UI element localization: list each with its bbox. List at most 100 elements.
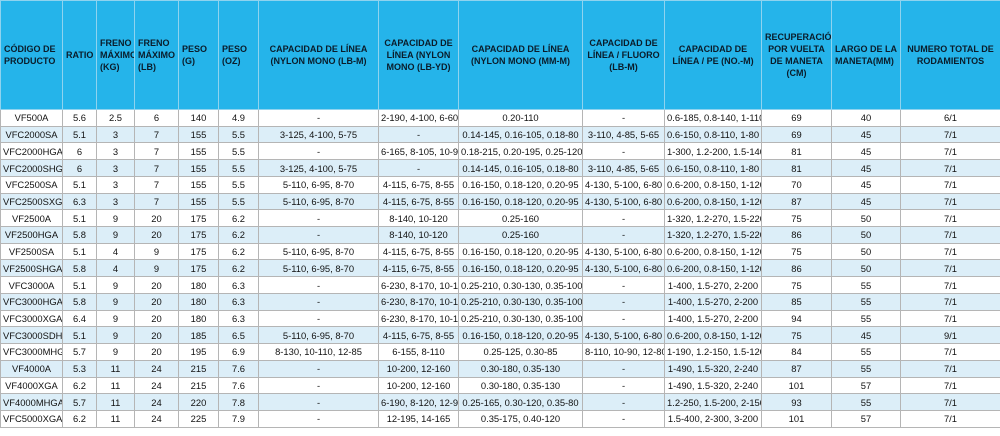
cell-peso-g: 180: [178, 292, 219, 311]
cell-nylon-lb-m: -: [258, 109, 379, 127]
cell-freno-lb: 9: [134, 259, 179, 278]
header-freno-lb: FRENO MÁXIMO (LB): [134, 0, 179, 110]
cell-fluoro-lb-m: 8-110, 10-90, 12-80: [582, 343, 665, 361]
cell-largo-maneta: 50: [831, 226, 901, 244]
cell-ratio: 5.7: [62, 393, 97, 411]
cell-freno-kg: 9: [96, 292, 135, 311]
cell-nylon-lb-m: 3-125, 4-100, 5-75: [258, 159, 379, 177]
cell-codigo: VF4000XGA: [0, 376, 63, 395]
cell-largo-maneta: 55: [831, 359, 901, 378]
cell-codigo: VFC2500SA: [0, 175, 63, 194]
cell-freno-kg: 9: [96, 209, 135, 228]
cell-nylon-mm-m: 0.16-150, 0.18-120, 0.20-95: [458, 192, 583, 211]
cell-nylon-lb-yd: 4-115, 6-75, 8-55: [378, 192, 459, 211]
cell-freno-kg: 3: [96, 125, 135, 144]
cell-fluoro-lb-m: -: [582, 409, 665, 428]
cell-peso-g: 215: [178, 376, 219, 395]
cell-ratio: 5.8: [62, 292, 97, 311]
cell-fluoro-lb-m: -: [582, 292, 665, 311]
cell-nylon-lb-m: -: [258, 276, 379, 294]
cell-recuperacion: 86: [761, 226, 832, 244]
cell-rodamientos: 7/1: [900, 343, 1000, 361]
cell-codigo: VF4000A: [0, 359, 63, 378]
header-peso-g: PESO (G): [178, 0, 219, 110]
cell-codigo: VFC5000XGA: [0, 409, 63, 428]
cell-largo-maneta: 50: [831, 242, 901, 261]
cell-freno-lb: 20: [134, 343, 179, 361]
cell-nylon-lb-m: -: [258, 393, 379, 411]
cell-recuperacion: 75: [761, 242, 832, 261]
cell-pe-no-m: 0.6-200, 0.8-150, 1-120: [664, 259, 762, 278]
cell-pe-no-m: 1-190, 1.2-150, 1.5-120: [664, 343, 762, 361]
cell-peso-oz: 7.6: [218, 359, 259, 378]
cell-fluoro-lb-m: -: [582, 309, 665, 328]
cell-peso-oz: 5.5: [218, 142, 259, 161]
cell-pe-no-m: 1-400, 1.5-270, 2-200: [664, 309, 762, 328]
cell-rodamientos: 7/1: [900, 242, 1000, 261]
cell-codigo: VFC3000XGA: [0, 309, 63, 328]
cell-largo-maneta: 57: [831, 409, 901, 428]
cell-recuperacion: 69: [761, 125, 832, 144]
cell-fluoro-lb-m: 3-110, 4-85, 5-65: [582, 159, 665, 177]
cell-codigo: VF2500SHGA: [0, 259, 63, 278]
header-largo-maneta: LARGO DE LA MANETA(MM): [831, 0, 901, 110]
cell-codigo: VFC2000SA: [0, 125, 63, 144]
cell-freno-kg: 4: [96, 259, 135, 278]
cell-nylon-mm-m: 0.30-180, 0.35-130: [458, 359, 583, 378]
cell-largo-maneta: 55: [831, 309, 901, 328]
cell-freno-lb: 7: [134, 175, 179, 194]
cell-rodamientos: 7/1: [900, 159, 1000, 177]
cell-peso-oz: 7.6: [218, 376, 259, 395]
cell-nylon-lb-yd: -: [378, 159, 459, 177]
cell-nylon-mm-m: 0.14-145, 0.16-105, 0.18-80: [458, 159, 583, 177]
cell-ratio: 6.2: [62, 376, 97, 395]
cell-fluoro-lb-m: 4-130, 5-100, 6-80: [582, 175, 665, 194]
cell-fluoro-lb-m: -: [582, 276, 665, 294]
cell-peso-g: 220: [178, 393, 219, 411]
cell-freno-lb: 24: [134, 376, 179, 395]
cell-codigo: VF500A: [0, 109, 63, 127]
cell-nylon-mm-m: 0.20-110: [458, 109, 583, 127]
cell-peso-g: 225: [178, 409, 219, 428]
cell-ratio: 5.3: [62, 359, 97, 378]
cell-freno-kg: 4: [96, 242, 135, 261]
cell-freno-lb: 7: [134, 192, 179, 211]
table-row: VF2500SA 5.1 4 9 175 6.2 5-110, 6-95, 8-70 4-11…: [0, 242, 1000, 261]
cell-largo-maneta: 57: [831, 376, 901, 395]
cell-fluoro-lb-m: 3-110, 4-85, 5-65: [582, 125, 665, 144]
cell-nylon-lb-yd: 4-115, 6-75, 8-55: [378, 259, 459, 278]
cell-nylon-lb-yd: 12-195, 14-165: [378, 409, 459, 428]
table-row: VF2500A 5.1 9 20 175 6.2-8-140, 10-120 0.25-16…: [0, 209, 1000, 228]
cell-recuperacion: 75: [761, 326, 832, 345]
cell-rodamientos: 7/1: [900, 175, 1000, 194]
cell-pe-no-m: 0.6-150, 0.8-110, 1-80: [664, 125, 762, 144]
cell-nylon-lb-yd: 8-140, 10-120: [378, 226, 459, 244]
header-recuperacion: RECUPERACIÓN POR VUELTA DE MANETA (CM): [761, 0, 832, 110]
cell-peso-oz: 6.2: [218, 226, 259, 244]
cell-nylon-mm-m: 0.16-150, 0.18-120, 0.20-95: [458, 175, 583, 194]
cell-nylon-lb-m: -: [258, 409, 379, 428]
table-row: VFC2000SHGA6371555.53-125, 4-100, 5-75-0…: [0, 159, 1000, 177]
table-row: VF4000A 5.3 11 24 215 7.6-10-200, 12-160 0.30-…: [0, 359, 1000, 378]
cell-fluoro-lb-m: 4-130, 5-100, 6-80: [582, 326, 665, 345]
cell-recuperacion: 84: [761, 343, 832, 361]
cell-nylon-lb-yd: 6-230, 8-170, 10-140: [378, 292, 459, 311]
cell-codigo: VF2500SA: [0, 242, 63, 261]
cell-peso-g: 155: [178, 142, 219, 161]
cell-peso-g: 175: [178, 226, 219, 244]
cell-pe-no-m: 0.6-185, 0.8-140, 1-110: [664, 109, 762, 127]
cell-codigo: VFC3000HGA: [0, 292, 63, 311]
cell-ratio: 5.1: [62, 175, 97, 194]
header-nylon-lb-m: CAPACIDAD DE LÍNEA (NYLON MONO (LB-M): [258, 0, 379, 110]
cell-peso-g: 215: [178, 359, 219, 378]
cell-recuperacion: 85: [761, 292, 832, 311]
cell-rodamientos: 7/1: [900, 276, 1000, 294]
cell-peso-g: 140: [178, 109, 219, 127]
cell-nylon-mm-m: 0.25-160: [458, 209, 583, 228]
cell-nylon-mm-m: 0.25-210, 0.30-130, 0.35-100: [458, 276, 583, 294]
table-row: VFC5000XGA 6.2 11 24 225 7.9-12-195, 14-165 0.…: [0, 409, 1000, 428]
cell-nylon-lb-yd: 2-190, 4-100, 6-60: [378, 109, 459, 127]
cell-freno-lb: 20: [134, 276, 179, 294]
cell-peso-oz: 6.2: [218, 259, 259, 278]
